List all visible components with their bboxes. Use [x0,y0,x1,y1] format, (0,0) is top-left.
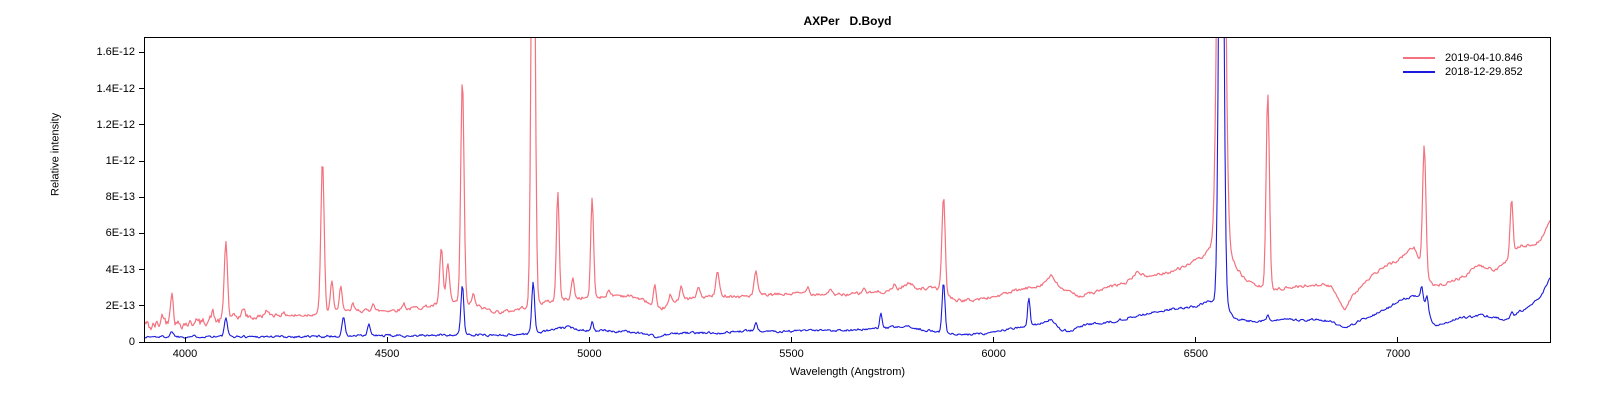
y-tick-mark [139,232,144,234]
x-tick-mark [791,337,792,342]
legend-swatch-red [1403,57,1435,59]
y-tick-label: 1E-12 [105,155,135,168]
y-tick-label: 1.4E-12 [96,82,135,95]
y-tick-label: 1.6E-12 [96,46,135,59]
plot-title: AXPer D.Boyd [803,14,892,28]
x-tick-label: 4000 [172,348,198,360]
y-tick-mark [139,160,144,162]
legend-label: 2018-12-29.852 [1445,66,1523,78]
plot-area [144,37,1551,343]
x-tick-label: 6000 [981,348,1006,360]
x-tick-label: 7000 [1385,348,1411,360]
y-tick-label: 1.2E-12 [96,118,135,131]
y-tick-mark [139,269,144,271]
y-tick-label: 4E-13 [105,263,135,276]
legend: 2019-04-10.846 2018-12-29.852 [1403,51,1523,79]
y-tick-mark [139,196,144,198]
x-tick-label: 5500 [779,348,804,360]
spectrum-canvas [145,38,1550,342]
x-axis-title: Wavelength (Angstrom) [789,366,906,378]
y-tick-mark [139,51,144,53]
legend-label: 2019-04-10.846 [1445,52,1523,64]
y-tick-label: 0 [128,336,135,348]
x-tick-mark [184,337,186,342]
y-tick-label: 2E-13 [105,299,135,312]
legend-item: 2018-12-29.852 [1403,65,1523,79]
x-tick-label: 4500 [374,348,400,360]
x-tick-label: 6500 [1183,348,1209,360]
legend-item: 2019-04-10.846 [1403,51,1523,65]
x-tick-mark [993,337,995,342]
y-axis-title: Relative intensity [49,112,62,196]
y-tick-mark [139,341,144,343]
y-tick-mark [139,124,144,126]
y-tick-mark [139,305,144,307]
x-tick-mark [1195,337,1197,342]
y-tick-mark [139,88,144,90]
x-tick-mark [386,337,388,342]
x-tick-mark [588,337,590,342]
x-tick-label: 5000 [577,348,602,360]
legend-swatch-blue [1403,71,1435,73]
x-tick-mark [1397,337,1399,342]
y-tick-label: 8E-13 [105,191,135,204]
y-tick-label: 6E-13 [105,227,135,240]
